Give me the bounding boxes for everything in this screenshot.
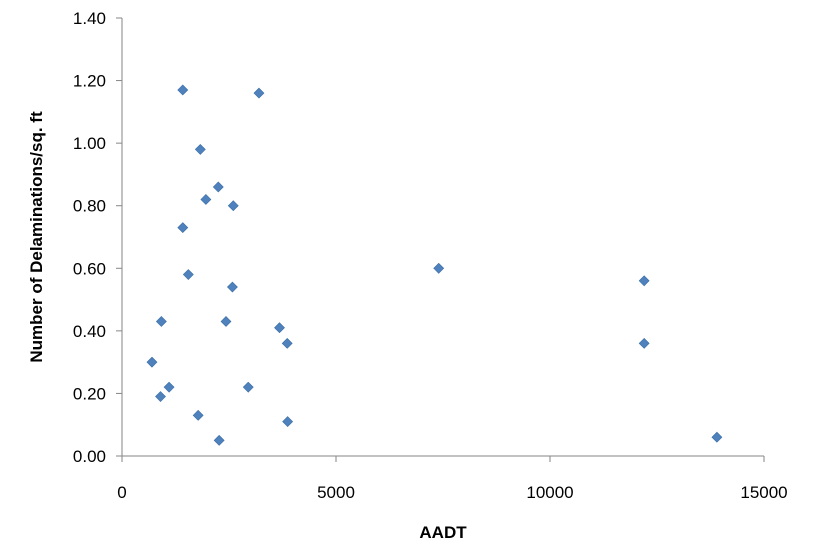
data-point [155, 391, 166, 402]
data-point [274, 322, 285, 334]
data-point [638, 275, 650, 287]
x-tick-label: 0 [117, 483, 126, 502]
y-tick-label: 0.20 [73, 384, 106, 403]
data-point [281, 337, 293, 349]
data-point [182, 269, 194, 280]
data-point [194, 143, 206, 155]
y-tick-label: 1.00 [73, 134, 106, 153]
data-point [282, 416, 294, 428]
y-tick-label: 1.20 [73, 72, 106, 91]
y-tick-label: 0.80 [73, 197, 106, 216]
data-point [711, 431, 723, 443]
data-point [253, 87, 265, 99]
tick-labels: 0.00 0.20 0.40 0.60 0.80 1.00 1.20 1.40 0 5000 100… [73, 9, 788, 502]
y-tick-label: 1.40 [73, 9, 106, 28]
data-point [433, 262, 445, 274]
y-tick-label: 0.40 [73, 322, 106, 341]
data-point [226, 281, 238, 293]
data-point [177, 222, 189, 234]
data-point [242, 381, 254, 393]
x-tick-label: 5000 [317, 483, 355, 502]
data-points [146, 84, 723, 446]
data-point [146, 356, 158, 368]
data-point [227, 200, 239, 212]
data-point [220, 316, 232, 327]
x-tick-label: 10000 [526, 483, 573, 502]
data-point [155, 316, 167, 327]
data-point [192, 409, 204, 421]
x-axis-title: AADT [419, 523, 467, 542]
data-point [213, 434, 225, 446]
y-tick-label: 0.00 [73, 447, 106, 466]
x-tick-label: 15000 [740, 483, 787, 502]
y-tick-label: 0.60 [73, 259, 106, 278]
data-point [212, 181, 224, 193]
axes [116, 17, 765, 462]
data-point [638, 337, 650, 349]
data-point [163, 381, 175, 393]
data-point [177, 84, 189, 96]
y-axis-title: Number of Delaminations/sq. ft [27, 111, 46, 363]
data-point [200, 194, 212, 205]
